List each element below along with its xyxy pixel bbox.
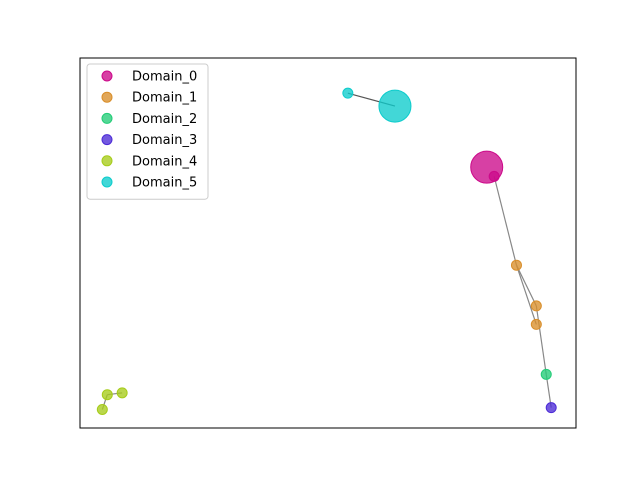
domain-5-point-1: [378, 89, 412, 123]
legend: Domain_0 Domain_1 Domain_2 Domain_3 Domain_4…: [86, 63, 209, 200]
domain-3-point-0: [545, 402, 557, 414]
domain-2-point-0: [540, 368, 552, 380]
domain-5-point-0: [342, 87, 354, 99]
domain-0-point-1: [488, 170, 500, 182]
edge-line-5: [545, 374, 552, 408]
points-layer: [96, 87, 557, 415]
edge-line-3: [515, 265, 537, 325]
domain-4-point-2: [96, 404, 108, 415]
domain-1-point-1: [530, 300, 542, 312]
legend-marker-domain-5: [101, 176, 113, 188]
legend-box: [86, 63, 209, 200]
legend-label-domain-4: Domain_4: [132, 154, 197, 169]
legend-label-domain-5: Domain_5: [132, 176, 197, 191]
edge-line-4: [535, 305, 547, 375]
domain-1-point-2: [530, 318, 542, 330]
legend-label-domain-1: Domain_1: [132, 91, 197, 106]
legend-marker-domain-2: [101, 112, 113, 124]
legend-marker-domain-1: [101, 91, 113, 103]
domain-4-point-0: [116, 387, 128, 399]
legend-label-domain-2: Domain_2: [132, 112, 197, 127]
edge-line-2: [515, 264, 537, 307]
domain-1-point-0: [510, 259, 522, 271]
legend-label-domain-0: Domain_0: [132, 70, 197, 85]
legend-label-domain-3: Domain_3: [132, 133, 197, 148]
legend-marker-domain-3: [101, 134, 113, 146]
legend-marker-domain-4: [101, 155, 113, 167]
domain-4-point-1: [101, 389, 113, 401]
legend-marker-domain-0: [101, 70, 113, 82]
plot-frame: [79, 57, 577, 429]
edge-line-1: [493, 176, 518, 266]
